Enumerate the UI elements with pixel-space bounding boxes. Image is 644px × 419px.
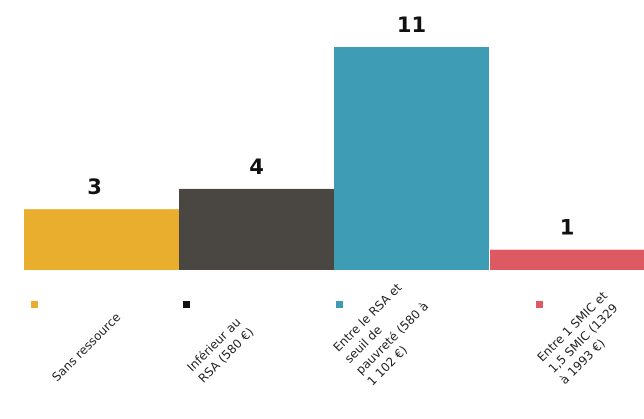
category-label-1: Sans ressource: [49, 310, 123, 384]
legend-marker-1: [31, 301, 38, 308]
legend-layer: Sans ressource Inférieur auRSA (580 €) Ent…: [31, 276, 632, 388]
bar-4: [490, 249, 644, 270]
bar-2: [179, 188, 334, 270]
legend-marker-4: [536, 301, 543, 308]
category-label-1-line-1: Sans ressource: [49, 310, 123, 384]
value-label-3: 11: [397, 13, 426, 37]
bars-layer: [24, 47, 644, 270]
legend-marker-2: [183, 301, 190, 308]
value-label-4: 1: [560, 216, 575, 240]
category-label-2: Inférieur auRSA (580 €): [184, 313, 256, 385]
bar-3: [334, 47, 489, 270]
category-label-4: Entre 1 SMIC et1,5 SMIC (1329à 1993 €): [534, 288, 632, 386]
bar-1: [24, 209, 179, 270]
category-label-3: Entre le RSA etseuil depauvreté (580 à1 …: [331, 276, 443, 388]
legend-marker-3: [336, 301, 343, 308]
value-label-1: 3: [87, 175, 102, 199]
value-label-2: 4: [249, 155, 264, 179]
